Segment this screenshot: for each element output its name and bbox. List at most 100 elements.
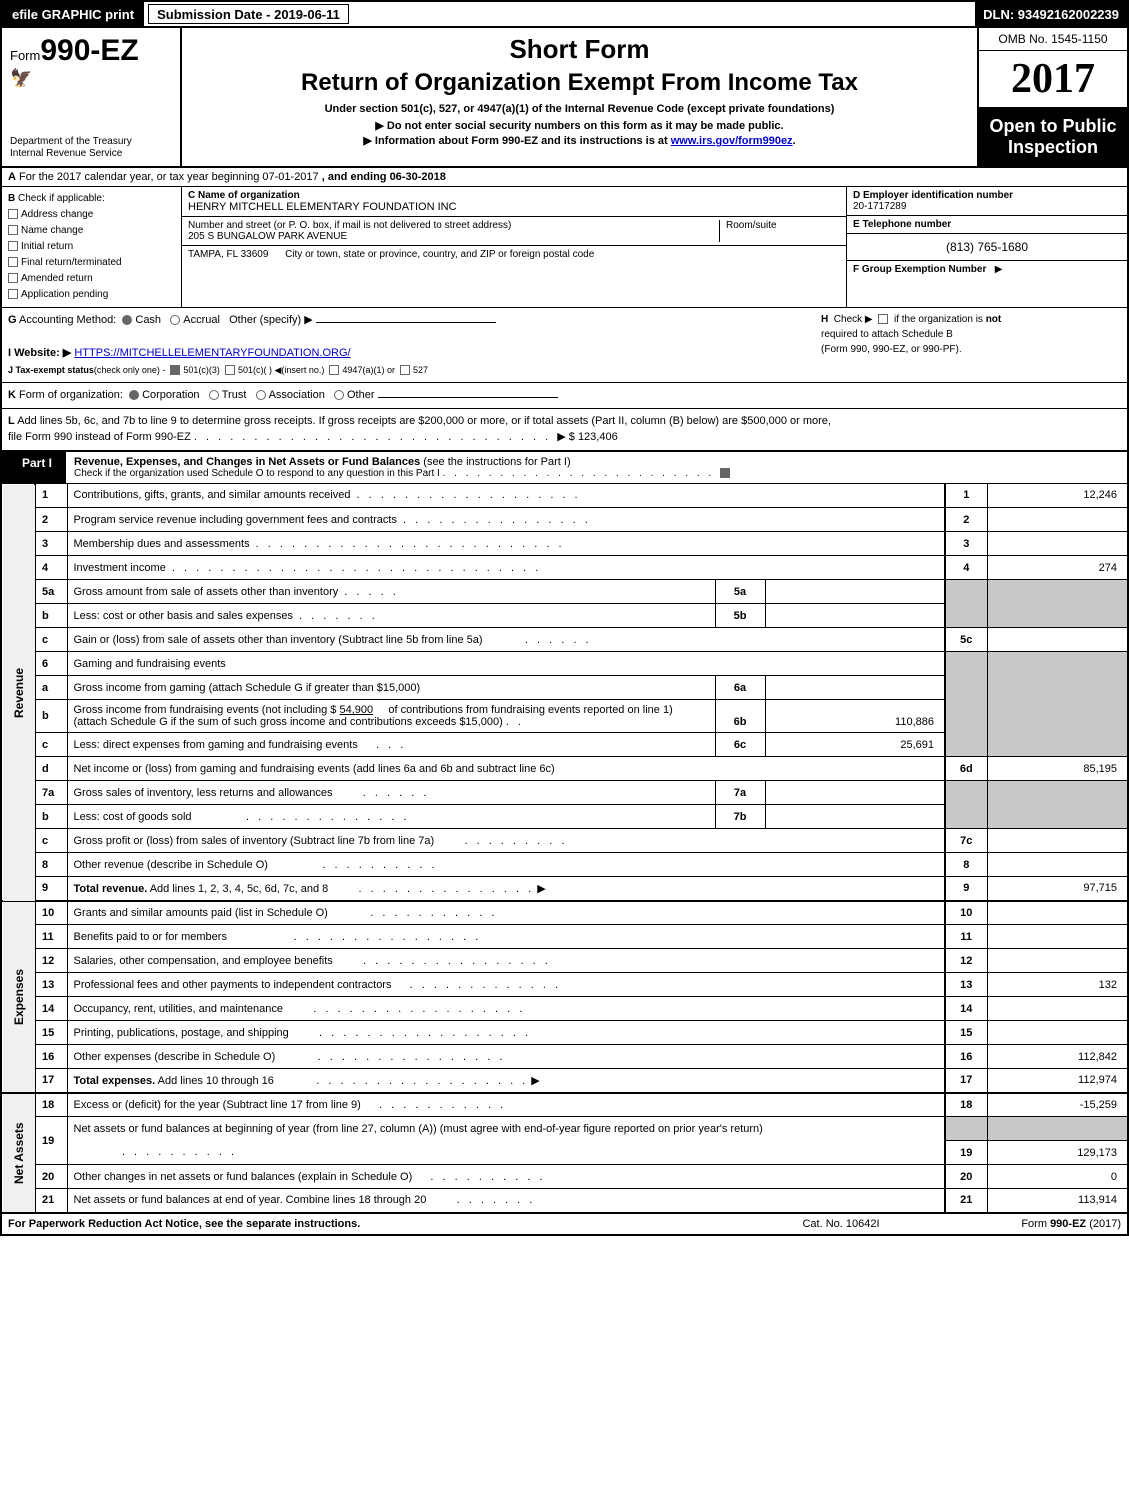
radio-trust[interactable]	[209, 390, 219, 400]
l13-num: 13	[35, 973, 67, 997]
chk-501c[interactable]	[225, 365, 235, 375]
l5a-sub: 5a	[715, 580, 765, 604]
chk-address-change-label: Address change	[21, 209, 93, 220]
l6a-sub: 6a	[715, 676, 765, 700]
radio-cash[interactable]	[122, 315, 132, 325]
radio-other[interactable]	[334, 390, 344, 400]
j-opt4: 527	[413, 365, 428, 375]
l5a-desc: Gross amount from sale of assets other t…	[74, 586, 339, 598]
j-opt1: 501(c)(3)	[183, 365, 220, 375]
chk-application-pending-label: Application pending	[21, 289, 108, 300]
chk-name-change[interactable]: Name change	[8, 223, 175, 239]
l10-desc: Grants and similar amounts paid (list in…	[74, 907, 328, 919]
page-footer: For Paperwork Reduction Act Notice, see …	[2, 1214, 1127, 1234]
return-title: Return of Organization Exempt From Incom…	[192, 69, 967, 97]
h-text4: (Form 990, 990-EZ, or 990-PF).	[821, 344, 962, 355]
cash-label: Cash	[135, 314, 161, 326]
other-specify-field[interactable]	[316, 322, 496, 323]
k-corp: Corporation	[142, 389, 199, 401]
chk-501c3[interactable]	[170, 365, 180, 375]
footer-right: Form 990-EZ (2017)	[941, 1218, 1121, 1230]
grey-19-amt	[987, 1117, 1127, 1141]
radio-assoc[interactable]	[256, 390, 266, 400]
line-g-h: G Accounting Method: Cash Accrual Other …	[2, 308, 1127, 383]
g-prefix: G	[8, 314, 17, 326]
website-link[interactable]: HTTPS://MITCHELLELEMENTARYFOUNDATION.ORG…	[74, 347, 350, 359]
form-prefix: Form	[10, 48, 40, 63]
efile-print-button[interactable]: efile GRAPHIC print	[2, 2, 144, 26]
footer-right-suffix: (2017)	[1086, 1218, 1121, 1230]
j-prefix: J Tax-exempt status	[8, 365, 94, 375]
l16-desc: Other expenses (describe in Schedule O)	[74, 1051, 276, 1063]
accrual-label: Accrual	[183, 314, 220, 326]
row-20: 20 Other changes in net assets or fund b…	[2, 1165, 1127, 1189]
l21-num: 21	[35, 1189, 67, 1213]
chk-527[interactable]	[400, 365, 410, 375]
row-6d: d Net income or (loss) from gaming and f…	[2, 757, 1127, 781]
l6a-desc: Gross income from gaming (attach Schedul…	[67, 676, 715, 700]
row-16: 16 Other expenses (describe in Schedule …	[2, 1045, 1127, 1069]
row-6: 6 Gaming and fundraising events	[2, 652, 1127, 676]
other-specify: Other (specify) ▶	[229, 314, 313, 326]
row-3: 3 Membership dues and assessments . . . …	[2, 532, 1127, 556]
l17-desc-bold: Total expenses.	[74, 1075, 156, 1087]
group-arrow: ▶	[995, 264, 1003, 275]
l7b-num: b	[35, 805, 67, 829]
chk-amended-return[interactable]: Amended return	[8, 271, 175, 287]
footer-left: For Paperwork Reduction Act Notice, see …	[8, 1218, 741, 1230]
footer-right-form: 990-EZ	[1050, 1218, 1086, 1230]
l11-col: 11	[945, 925, 987, 949]
name-label: C Name of organization	[188, 190, 300, 201]
l19-amount: 129,173	[987, 1141, 1127, 1165]
l8-col: 8	[945, 853, 987, 877]
row-18: Net Assets 18 Excess or (deficit) for th…	[2, 1093, 1127, 1117]
l1-num: 1	[35, 484, 67, 508]
l7c-num: c	[35, 829, 67, 853]
k-trust: Trust	[222, 389, 247, 401]
footer-right-prefix: Form	[1021, 1218, 1050, 1230]
vtab-revenue: Revenue	[2, 484, 35, 901]
l4-col: 4	[945, 556, 987, 580]
l5c-num: c	[35, 628, 67, 652]
l6b-subval: 110,886	[765, 700, 945, 733]
row-2: 2 Program service revenue including gove…	[2, 508, 1127, 532]
k-other-field[interactable]	[378, 397, 558, 398]
section-b-header: B	[8, 193, 15, 204]
short-form-title: Short Form	[192, 34, 967, 65]
radio-corp[interactable]	[129, 390, 139, 400]
chk-initial-return[interactable]: Initial return	[8, 239, 175, 255]
l7b-subval	[765, 805, 945, 829]
chk-h[interactable]	[878, 314, 888, 324]
chk-schedule-o[interactable]	[720, 468, 730, 478]
chk-final-return[interactable]: Final return/terminated	[8, 255, 175, 271]
form990ez-link[interactable]: www.irs.gov/form990ez	[671, 135, 793, 147]
l-amount: $ 123,406	[569, 431, 618, 443]
l2-desc: Program service revenue including govern…	[74, 514, 397, 526]
h-text1: Check ▶	[834, 314, 873, 325]
chk-application-pending[interactable]: Application pending	[8, 287, 175, 303]
l3-amount	[987, 532, 1127, 556]
l5b-subval	[765, 604, 945, 628]
chk-4947[interactable]	[329, 365, 339, 375]
l4-num: 4	[35, 556, 67, 580]
l2-col: 2	[945, 508, 987, 532]
city-label: City or town, state or province, country…	[285, 249, 594, 260]
form-990ez-page: efile GRAPHIC print Submission Date - 20…	[0, 0, 1129, 1236]
info-line-text: ▶ Information about Form 990-EZ and its …	[363, 135, 670, 147]
l5c-amount	[987, 628, 1127, 652]
line-k: K Form of organization: Corporation Trus…	[2, 383, 1127, 409]
form-number: Form990-EZ	[10, 34, 172, 68]
radio-accrual[interactable]	[170, 315, 180, 325]
chk-address-change[interactable]: Address change	[8, 207, 175, 223]
l15-amount	[987, 1021, 1127, 1045]
l16-num: 16	[35, 1045, 67, 1069]
cell-ein: D Employer identification number 20-1717…	[847, 187, 1127, 216]
l9-num: 9	[35, 877, 67, 901]
part-1-checkline: Check if the organization used Schedule …	[74, 468, 440, 479]
k-prefix: K	[8, 389, 16, 401]
omb-number: OMB No. 1545-1150	[979, 28, 1127, 51]
l6a-num: a	[35, 676, 67, 700]
l8-num: 8	[35, 853, 67, 877]
cell-phone-label: E Telephone number	[847, 216, 1127, 234]
header-mid: Short Form Return of Organization Exempt…	[182, 28, 977, 166]
